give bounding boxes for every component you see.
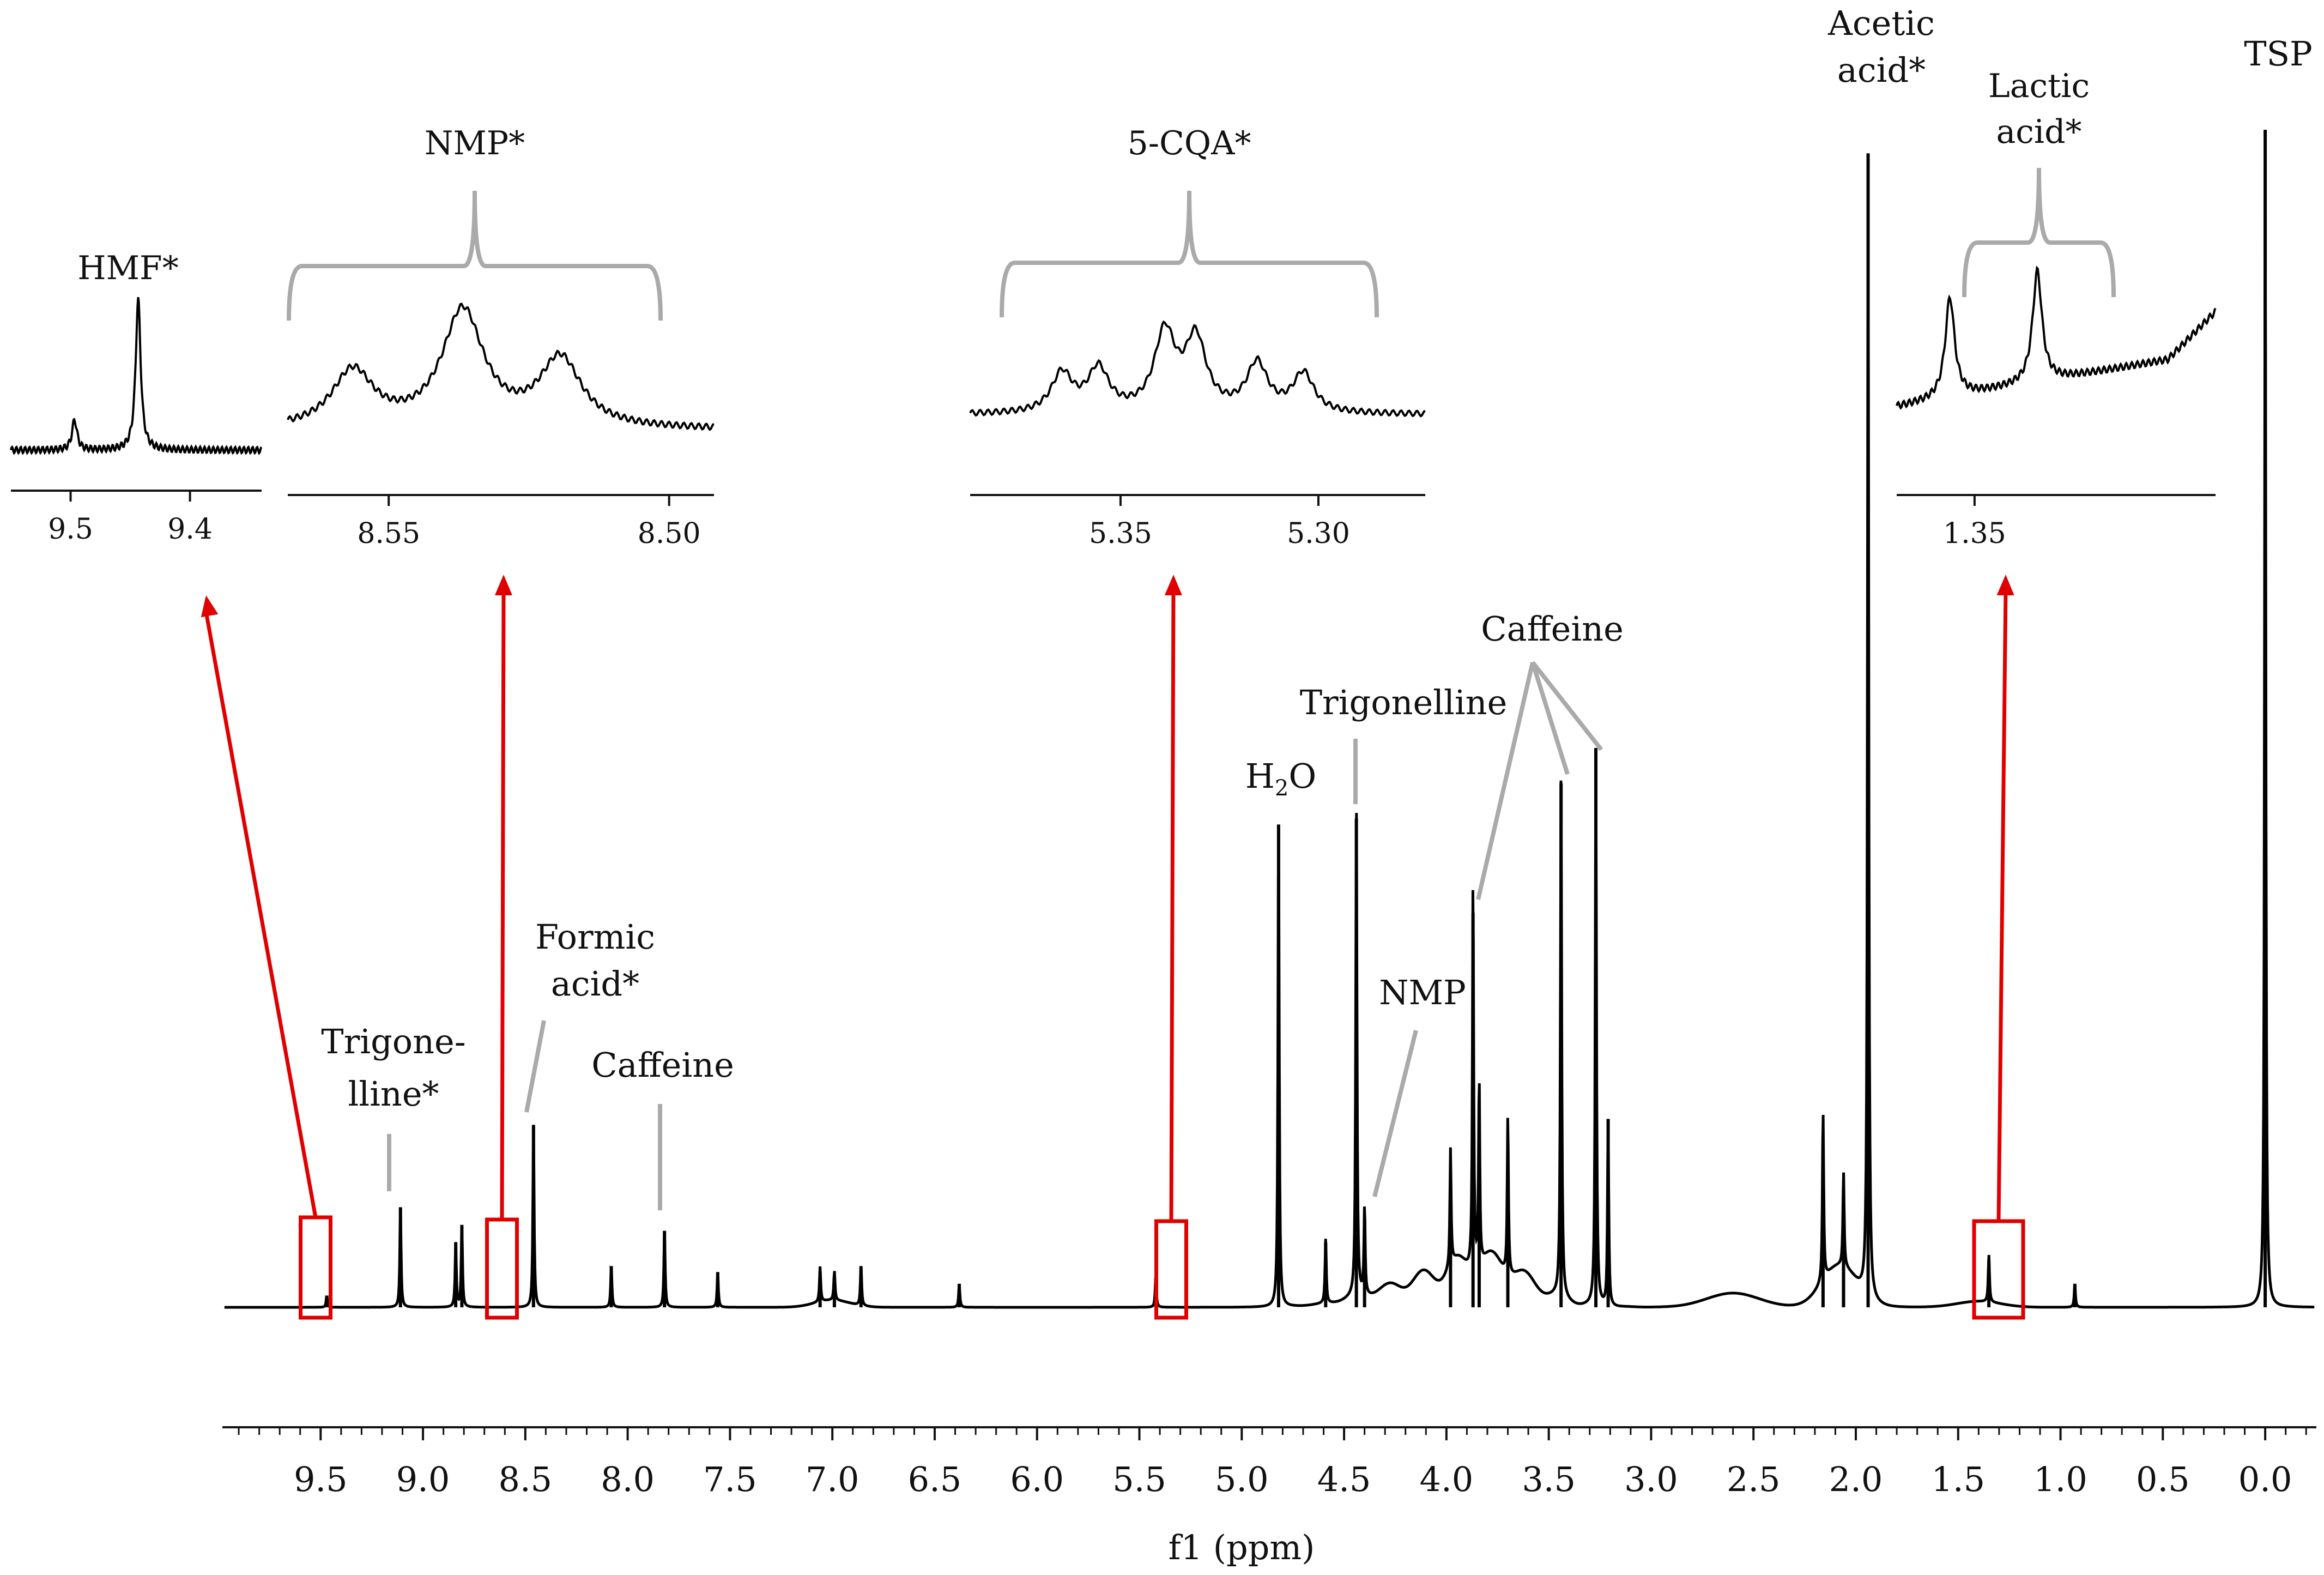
zoom-highlights (201, 575, 2025, 1320)
inset-tick-label: 8.50 (638, 517, 701, 550)
main-x-axis: 9.5 9.0 8.5 8.0 7.5 7.0 6.5 6.0 5.5 5.0 4.5 4.0 3.5 3… (222, 1426, 2316, 1499)
label-tsp: TSP (2244, 34, 2313, 74)
x-tick-label: 9.0 (396, 1459, 450, 1499)
x-tick-label: 2.0 (1829, 1459, 1883, 1499)
label-h2o-sub: 2 (1275, 776, 1288, 801)
zoom-region-box-2 (1154, 1219, 1188, 1320)
x-tick-label: 3.5 (1522, 1459, 1576, 1499)
x-tick-label: 8.0 (601, 1459, 655, 1499)
spectrum-trace (224, 168, 2315, 1309)
label-trigonelline: Trigonelline (1300, 683, 1508, 722)
x-tick-label: 5.0 (1215, 1459, 1269, 1499)
inset-label-lactic-2: acid* (1996, 113, 2082, 151)
x-tick-label: 0.5 (2136, 1459, 2190, 1499)
inset-bracket-1 (287, 190, 663, 321)
leader-caffeine-1 (1476, 662, 1535, 900)
x-tick-label: 6.5 (908, 1459, 962, 1499)
inset-bracket-2 (1000, 190, 1379, 318)
x-tick-label: 0.0 (2238, 1459, 2292, 1499)
inset-trace-3 (1896, 265, 2217, 410)
peak-annotations: Trigone-lline* Formic acid* Caffeine H2O Trig… (321, 3, 2313, 1210)
x-axis-title: f1 (ppm) (1169, 1528, 1315, 1567)
zoom-arrow-head-3 (1996, 575, 2014, 596)
label-formic-acid: Formic (535, 917, 655, 957)
label-caffeine-782: Caffeine (591, 1045, 734, 1085)
inset-tick-label: 5.30 (1287, 517, 1350, 550)
x-tick-label: 6.0 (1010, 1459, 1064, 1499)
zoom-arrow-head-1 (494, 575, 512, 596)
main-spectrum (224, 130, 2315, 1309)
x-tick-label: 5.5 (1112, 1459, 1166, 1499)
inset-label: 5-CQA* (1128, 124, 1251, 162)
inset-tick-label: 5.35 (1089, 517, 1152, 550)
x-tick-label: 1.5 (1931, 1459, 1985, 1499)
x-tick-label: 4.0 (1420, 1459, 1474, 1499)
zoom-arrow-head-2 (1164, 575, 1182, 596)
label-acetic-acid: Acetic (1827, 3, 1935, 43)
x-tick-label: 2.5 (1727, 1459, 1781, 1499)
leader-caffeine-3 (1530, 661, 1603, 751)
inset-bracket-3 (1962, 167, 2116, 298)
label-trigonelline-star: Trigone- (321, 1022, 465, 1061)
inset-tick-label: 9.5 (48, 513, 93, 546)
inset-trace-0 (10, 297, 263, 456)
x-tick-label: 7.0 (806, 1459, 860, 1499)
zoom-arrow-line-0 (204, 611, 318, 1218)
inset-tick-label: 9.4 (167, 513, 213, 546)
inset-trace-1 (287, 303, 715, 431)
zoom-arrow-line-2 (1169, 590, 1176, 1222)
x-tick-label: 4.5 (1317, 1459, 1371, 1499)
label-formic-acid-2: acid* (551, 964, 639, 1004)
label-trigonelline-star-2: lline* (348, 1074, 439, 1114)
inset-label-lactic: Lactic (1988, 67, 2090, 105)
zoom-insets: 9.5 9.4 HMF* 8.55 8.50 NMP* 5.35 5.30 5-CQA* 1.35… (10, 67, 2217, 550)
x-tick-label: 1.0 (2034, 1459, 2087, 1499)
x-tick-label: 9.5 (294, 1459, 348, 1499)
inset-tick-label: 8.55 (357, 517, 420, 550)
x-tick-label: 7.5 (703, 1459, 757, 1499)
inset-label-hmf: HMF* (77, 249, 178, 287)
x-tick-label: 3.0 (1624, 1459, 1678, 1499)
label-h2o-h: H (1245, 756, 1275, 796)
zoom-region-box-1 (485, 1217, 519, 1320)
label-caffeine-multi: Caffeine (1481, 609, 1624, 649)
label-h2o: H2O (1245, 756, 1316, 801)
inset-tick-label: 1.35 (1943, 517, 2006, 550)
label-nmp: NMP (1379, 973, 1466, 1012)
inset-label: NMP* (425, 124, 525, 162)
zoom-arrow-head-0 (201, 595, 219, 618)
leader-caffeine-2 (1530, 661, 1570, 775)
zoom-arrow-line-3 (1996, 590, 2008, 1222)
label-h2o-o: O (1288, 756, 1316, 796)
label-acetic-acid-2: acid* (1837, 50, 1926, 90)
leader-formic-acid (524, 1020, 546, 1113)
inset-trace-2 (969, 320, 1426, 418)
zoom-arrow-line-1 (500, 590, 506, 1220)
x-tick-label: 8.5 (499, 1459, 553, 1499)
leader-nmp (1372, 1030, 1418, 1197)
